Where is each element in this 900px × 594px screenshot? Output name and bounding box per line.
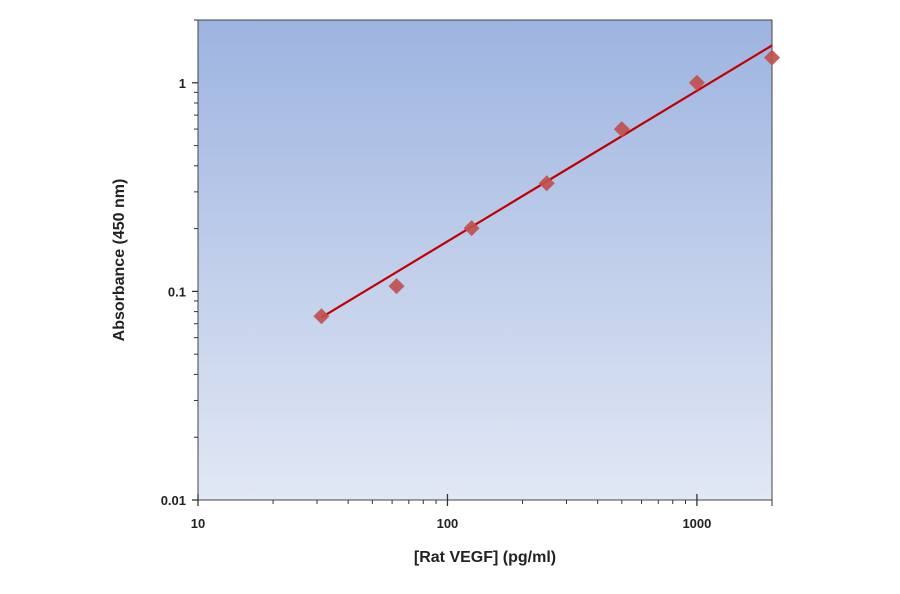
data-point [764, 49, 780, 66]
x-tick-label: 1000 [682, 516, 711, 531]
data-point [313, 308, 330, 325]
y-tick-label: 0.01 [161, 493, 186, 508]
data-point [613, 121, 630, 138]
data-point [538, 175, 555, 192]
y-axis-label: Absorbance (450 nm) [111, 179, 128, 342]
y-tick-label: 0.1 [168, 284, 186, 299]
x-tick-label: 100 [437, 516, 459, 531]
y-tick-label: 1 [179, 76, 186, 91]
data-point [688, 74, 705, 91]
data-point [463, 220, 480, 237]
data-point [388, 278, 405, 295]
x-tick-label: 10 [191, 516, 205, 531]
x-axis-label: [Rat VEGF] (pg/ml) [414, 549, 556, 566]
plot-area [197, 19, 773, 501]
